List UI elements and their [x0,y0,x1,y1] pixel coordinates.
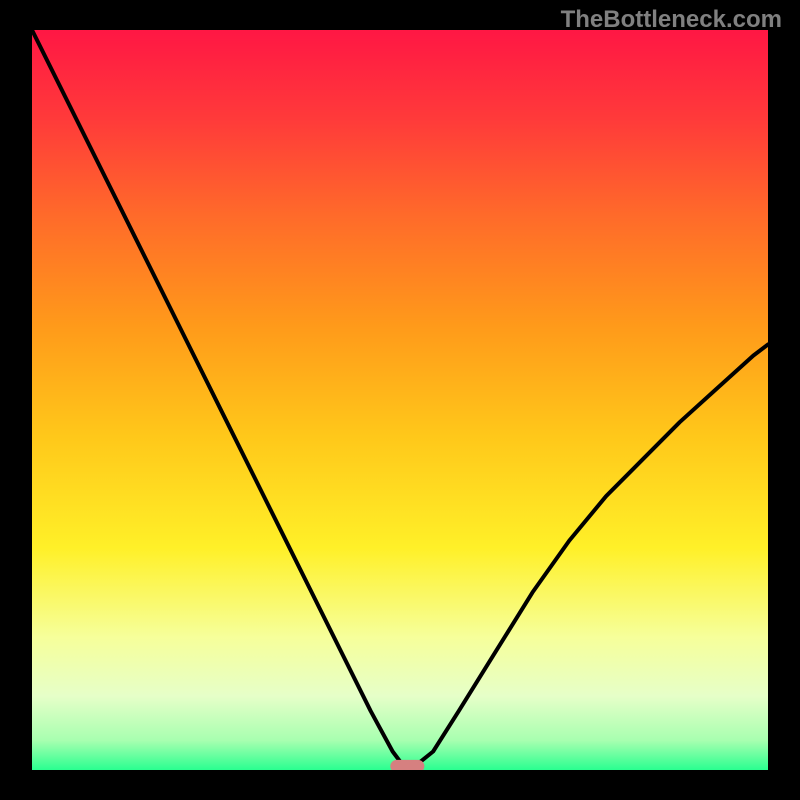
bottleneck-curve [32,30,768,766]
optimum-marker [391,760,424,770]
watermark-text: TheBottleneck.com [561,6,782,34]
plot-area [32,30,768,770]
chart-svg [32,30,768,770]
chart-container: TheBottleneck.com [0,0,800,800]
